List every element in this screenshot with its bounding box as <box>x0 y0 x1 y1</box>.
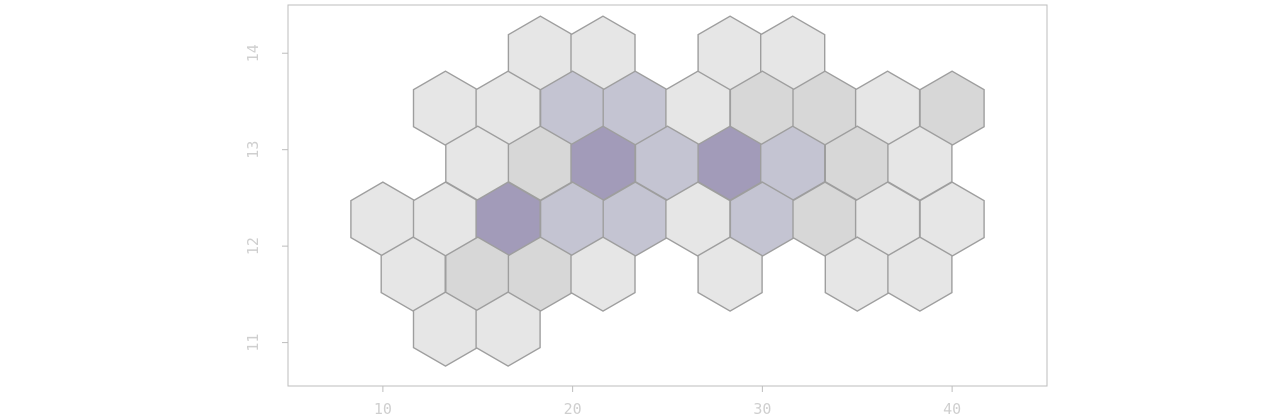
x-tick-label: 30 <box>753 400 771 418</box>
hex-cells <box>350 15 985 367</box>
y-tick-label: 11 <box>244 334 262 352</box>
hex-cell <box>475 291 541 367</box>
hex-cell <box>697 236 763 312</box>
hex-cell <box>570 236 636 312</box>
plot-frame <box>287 4 1048 387</box>
y-axis: 11 12 13 14 <box>244 44 288 352</box>
y-tick-label: 12 <box>244 237 262 255</box>
x-tick-label: 40 <box>943 400 961 418</box>
hex-cell <box>887 236 953 312</box>
y-tick-label: 13 <box>244 141 262 159</box>
x-tick-label: 20 <box>564 400 582 418</box>
y-tick-label: 14 <box>244 44 262 62</box>
x-axis: 10 20 30 40 <box>374 386 961 418</box>
x-tick-label: 10 <box>374 400 392 418</box>
